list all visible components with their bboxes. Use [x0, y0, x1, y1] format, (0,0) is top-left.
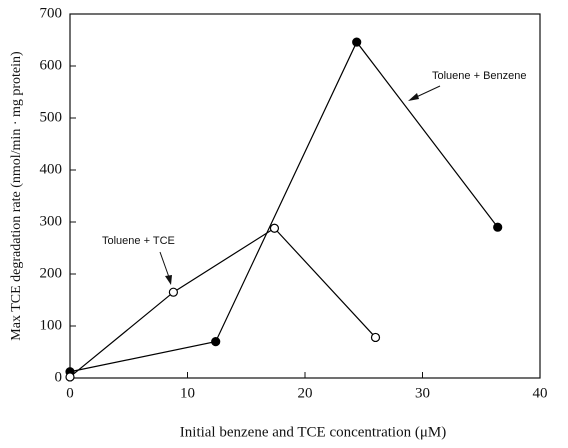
- y-tick-label: 200: [40, 265, 63, 281]
- x-tick-label: 0: [66, 385, 74, 401]
- arrowhead: [165, 275, 172, 285]
- data-point: [493, 222, 503, 232]
- plot-frame: [69, 13, 541, 379]
- x-tick-label: 10: [180, 385, 195, 401]
- x-tick-label: 40: [533, 385, 548, 401]
- data-point: [352, 37, 362, 47]
- data-point: [269, 223, 280, 233]
- annotation: Toluene + Benzene: [432, 70, 527, 82]
- series-line: [69, 40, 499, 373]
- data-point: [370, 332, 381, 343]
- series-line: [69, 227, 376, 378]
- x-tick-label: 30: [415, 385, 430, 401]
- annotation-arrow: [159, 251, 171, 281]
- y-tick-label: 0: [55, 369, 63, 385]
- y-tick-label: 100: [40, 317, 63, 333]
- x-tick-label: 20: [298, 385, 313, 401]
- annotation: Toluene + TCE: [102, 235, 175, 247]
- y-tick-label: 700: [40, 5, 63, 21]
- data-point: [65, 372, 75, 382]
- x-axis-label: Initial benzene and TCE concentration (μ…: [180, 424, 446, 440]
- data-point: [211, 337, 221, 347]
- y-axis-label: Max TCE degradation rate (nmol/min · mg …: [9, 51, 24, 341]
- y-tick-label: 600: [40, 57, 63, 73]
- y-tick-label: 400: [40, 161, 63, 177]
- arrowhead: [408, 93, 419, 101]
- data-point: [168, 287, 178, 297]
- y-tick-label: 300: [40, 213, 63, 229]
- y-tick-label: 500: [40, 109, 63, 125]
